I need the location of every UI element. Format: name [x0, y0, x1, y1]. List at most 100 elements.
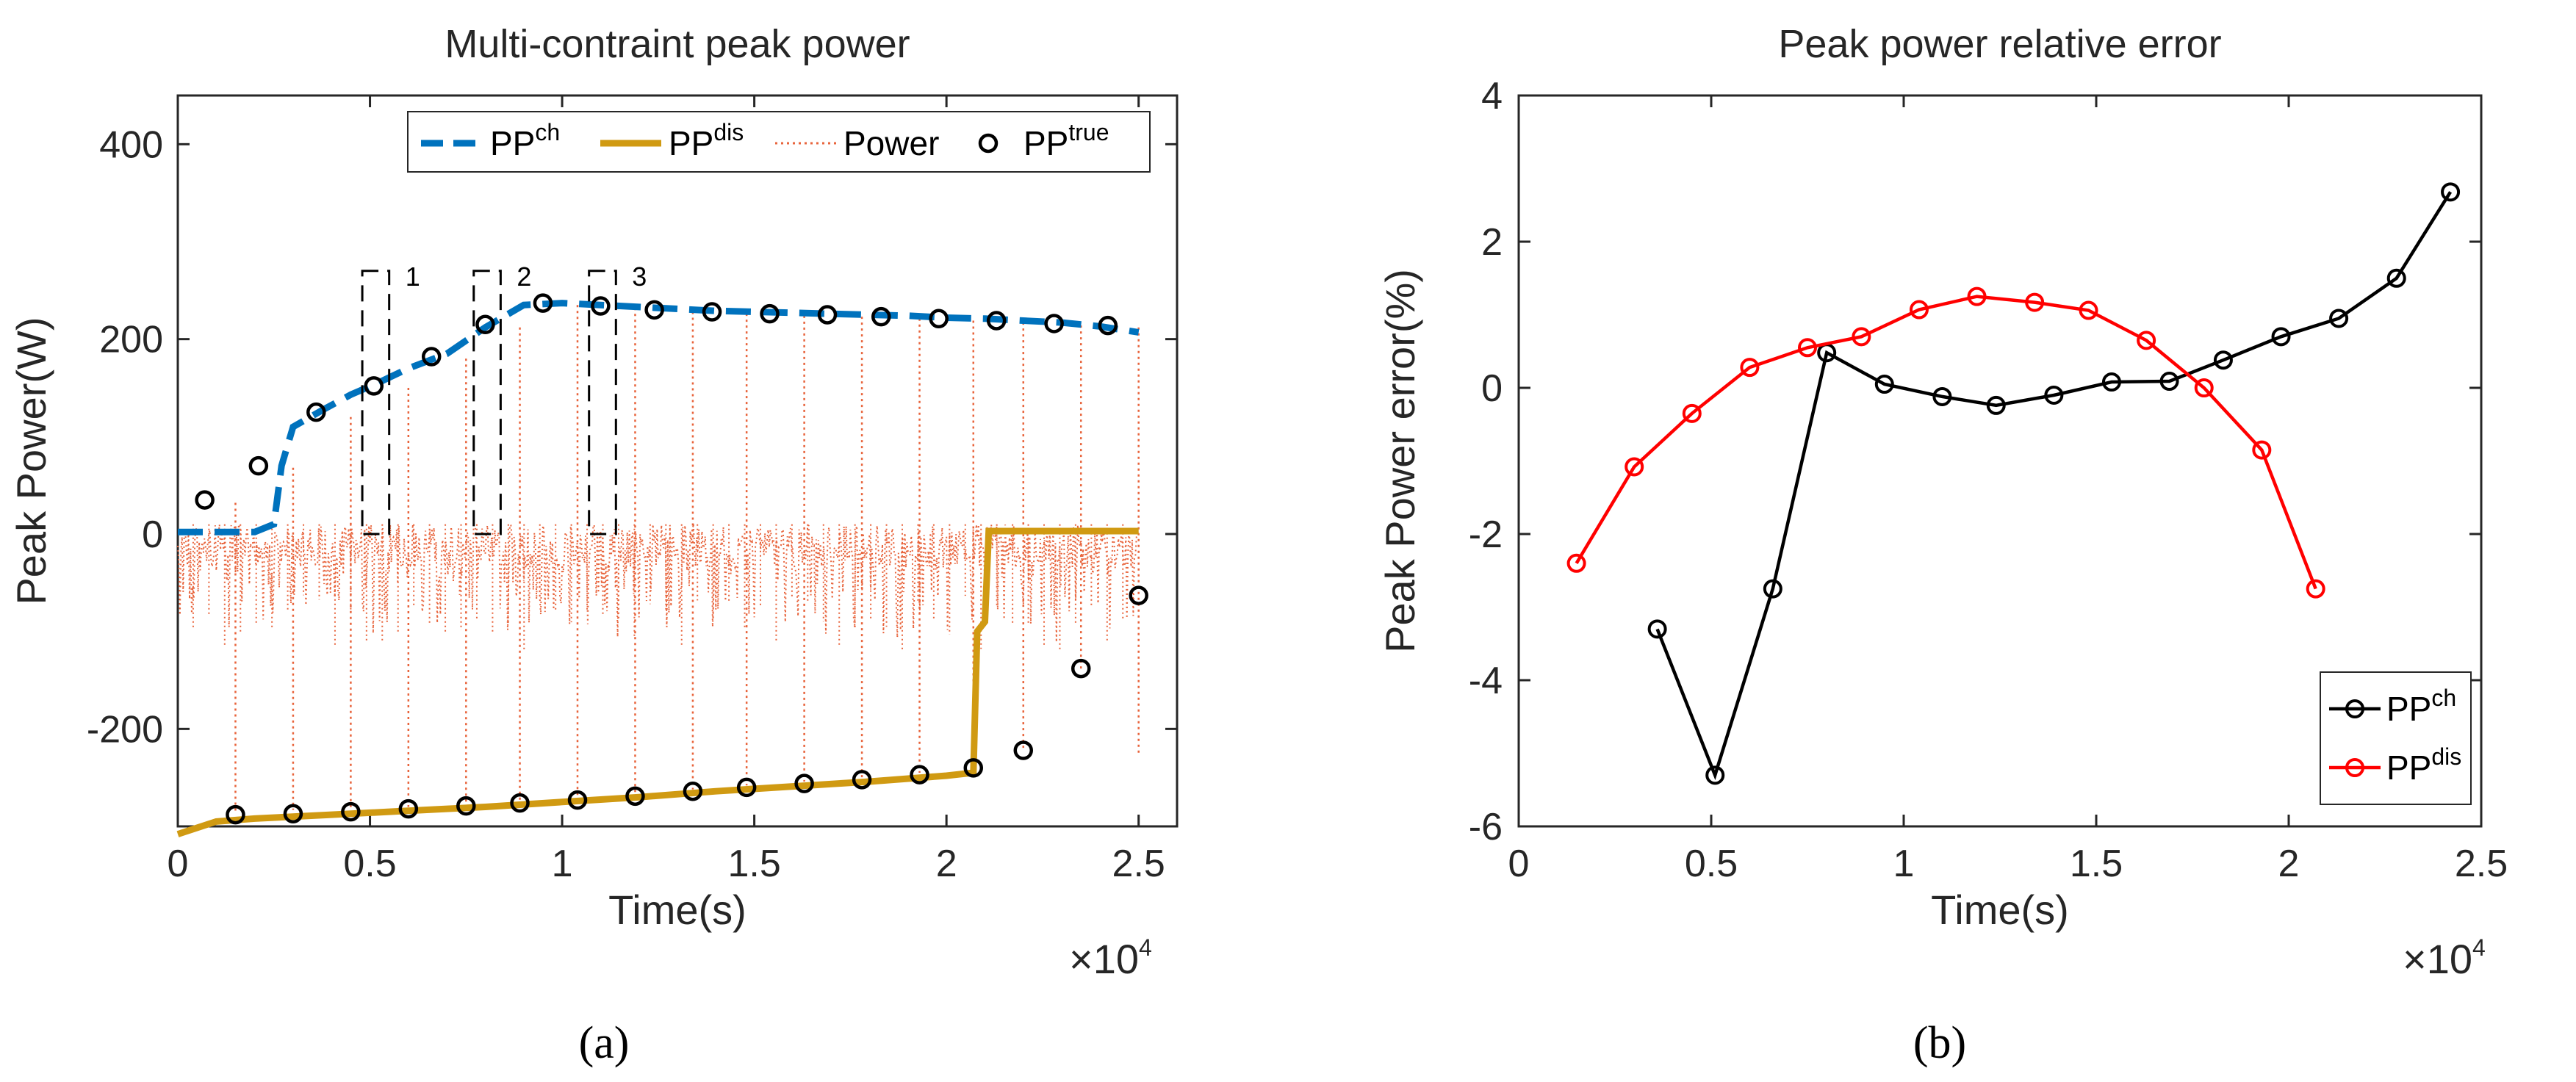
chart-a-pp-true-marker: [226, 804, 245, 825]
chart-a-x-multiplier-exp: 4: [1139, 934, 1152, 961]
chart-a-zoom-box-label: 1: [406, 262, 420, 292]
chart-a-pp-true-marker: [1071, 658, 1091, 679]
chart-a-legend-box: [407, 111, 1151, 173]
chart-a-legend-label-power-base: Power: [843, 124, 939, 162]
chart-a-pp-true-marker: [986, 311, 1007, 331]
chart-a-y-tick-label: -200: [87, 708, 163, 751]
chart-b-pp-dis-point: [1967, 286, 1987, 306]
chart-a-pp-true-marker: [567, 790, 588, 810]
chart-a-legend: PPch PPdis Power PPtrue: [407, 111, 1151, 173]
chart-b-pp-ch-point: [1647, 619, 1667, 639]
chart-a-pp-true-marker: [929, 309, 949, 329]
chart-b-x-multiplier: ×104: [2403, 934, 2486, 982]
chart-b-pp-dis-point: [2137, 331, 2156, 350]
chart-b-x-tick-label: 0.5: [1685, 843, 1738, 885]
chart-a-zoom-box-2: [472, 270, 502, 535]
chart-b-legend-marker-pp-ch: [2345, 699, 2364, 718]
chart-b-x-label: Time(s): [1931, 887, 2069, 933]
chart-a-legend-label-pp-dis: PPdis: [669, 119, 744, 162]
chart-b-legend-label-pp-ch-sup: ch: [2431, 685, 2456, 711]
chart-a-pp-true-marker: [910, 765, 929, 785]
chart-a-y-ticks: -200 0 200 400: [87, 123, 1177, 751]
chart-a-pp-true-marker: [963, 758, 984, 778]
chart-b-x-multiplier-base: ×10: [2403, 936, 2472, 982]
chart-b-pp-dis-point: [2252, 440, 2272, 460]
chart-b-pp-ch-point: [2271, 327, 2291, 347]
chart-a-pp-true-marker: [1013, 740, 1034, 760]
chart-a-y-tick-label: 400: [99, 123, 163, 166]
chart-b-pp-dis-point: [2079, 300, 2098, 320]
chart-b-pp-ch-point: [1932, 386, 1952, 406]
chart-a-x-tick-label: 2.5: [1112, 843, 1165, 885]
chart-b-pp-dis-line: [1575, 295, 2317, 590]
chart-a-pp-true-marker: [683, 781, 703, 801]
chart-b-pp-ch-point: [1874, 375, 1894, 394]
chart-b-y-tick-label: 2: [1481, 221, 1503, 264]
chart-b-pp-dis-point: [2025, 292, 2045, 312]
chart-a-legend-label-pp-true-base: PP: [1023, 124, 1068, 162]
panel-a-caption: (a): [579, 1018, 630, 1068]
chart-b-pp-ch-point: [1763, 579, 1782, 599]
chart-a-legend-label-pp-dis-sup: dis: [713, 119, 744, 145]
chart-b-x-multiplier-exp: 4: [2472, 934, 2486, 961]
chart-b-pp-ch-point: [2101, 372, 2121, 392]
chart-a-y-label: Peak Power(W): [8, 317, 54, 605]
chart-b-y-tick-label: 0: [1481, 367, 1503, 410]
chart-a-zoom-box-1: [361, 270, 391, 535]
chart-a-pp-true-marker: [306, 402, 326, 422]
chart-a-pp-true-marker: [456, 796, 476, 816]
chart-a-pp-true-marker: [794, 773, 814, 793]
chart-a-legend-label-pp-ch: PPch: [490, 119, 560, 162]
chart-a-legend-label-pp-dis-base: PP: [669, 124, 713, 162]
chart-a-zoom-box-label: 3: [632, 262, 647, 292]
chart-b-legend-label-pp-ch: PPch: [2386, 685, 2456, 728]
panel-a: Multi-contraint peak power -200 0 200 400 0…: [8, 22, 1179, 1068]
chart-b-pp-dis-point: [1566, 553, 1586, 573]
chart-b-pp-dis-point: [2306, 579, 2325, 599]
chart-a-legend-label-pp-ch-base: PP: [490, 124, 535, 162]
chart-a-pp-true-marker: [852, 770, 872, 790]
chart-a-pp-true-markers: [195, 293, 1148, 825]
chart-b-legend-label-pp-dis-base: PP: [2386, 749, 2431, 787]
chart-a-pp-true-marker: [760, 303, 780, 324]
chart-b-pp-dis-point: [1909, 300, 1929, 320]
chart-a-pp-true-marker: [341, 801, 361, 822]
chart-b-pp-ch-point: [2386, 268, 2406, 288]
chart-a-pp-true-marker: [398, 798, 419, 819]
chart-b-pp-ch-point: [2213, 350, 2233, 370]
chart-a-x-multiplier: ×104: [1069, 934, 1152, 982]
chart-a-power-series: [177, 305, 1140, 812]
chart-a-y-tick-label: 200: [99, 319, 163, 361]
chart-a-pp-true-marker: [1129, 585, 1148, 605]
chart-b-legend-box: [2320, 671, 2472, 805]
chart-a-y-tick-label: 0: [142, 513, 163, 556]
chart-b-pp-ch-point: [2044, 385, 2064, 405]
chart-b-y-tick-label: -6: [1469, 806, 1503, 848]
chart-a-pp-true-marker: [644, 300, 664, 320]
chart-b-y-tick-label: -4: [1469, 660, 1503, 702]
chart-b-x-tick-label: 2: [2278, 843, 2300, 885]
chart-b-y-label: Peak Power error(%): [1377, 269, 1423, 653]
chart-a-legend-swatch-pp-true: [978, 133, 999, 154]
chart-a-zoom-box-3: [588, 270, 617, 535]
chart-b-pp-ch-point: [2441, 182, 2461, 202]
chart-b-y-tick-label: -2: [1469, 513, 1503, 556]
chart-b-legend-label-pp-ch-base: PP: [2386, 690, 2431, 728]
chart-a-power-noise-band: [177, 523, 1140, 643]
chart-a-pp-ch-line: [178, 300, 1140, 535]
chart-a-pp-true-marker: [1098, 315, 1118, 336]
chart-a-plot-frame: [176, 94, 1179, 828]
chart-a-pp-true-marker: [195, 490, 215, 510]
chart-b-pp-dis-point: [2194, 378, 2214, 397]
chart-a-legend-label-power: Power: [843, 124, 939, 162]
chart-b-x-tick-label: 2.5: [2455, 843, 2508, 885]
chart-b-pp-ch-line: [1655, 191, 2453, 781]
chart-a-pp-true-marker: [736, 777, 757, 798]
chart-b-x-tick-label: 1.5: [2070, 843, 2123, 885]
chart-b-pp-ch-point: [1986, 395, 2006, 415]
chart-a-pp-true-marker: [871, 306, 891, 327]
chart-a-title: Multi-contraint peak power: [445, 22, 910, 66]
chart-a-pp-true-marker: [625, 786, 645, 807]
chart-a-legend-label-pp-ch-sup: ch: [535, 119, 560, 145]
